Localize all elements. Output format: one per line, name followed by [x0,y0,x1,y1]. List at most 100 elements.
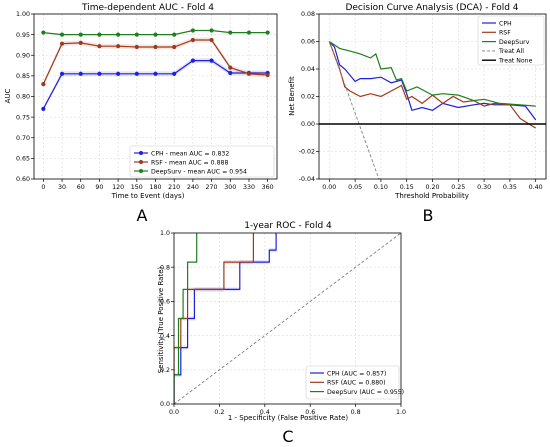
x-tick-label: 240 [187,184,199,191]
y-tick-label: 0.6 [160,299,170,306]
legend-box [129,145,275,178]
auc-chart-ylabel: AUC [4,88,12,103]
x-tick-label: 0.05 [348,184,362,191]
auc-chart: Time-dependent AUC - Fold 4 AUC Time to … [4,3,278,200]
rsf-point [116,44,121,49]
dca-chart-ylabel: Net Benefit [288,76,296,116]
cph-point [134,71,139,76]
legend-marker [139,169,143,173]
rsf-point [228,65,233,70]
deepsurv-line [174,233,198,404]
legend-label: CPH - mean AUC = 0.832 [151,150,229,157]
panel-label-c: C [282,427,293,446]
deepsurv-point [153,32,158,37]
x-tick-label: 180 [149,184,161,191]
legend-label: Treat None [498,58,533,65]
deepsurv-point [265,30,270,35]
rsf-point [97,44,102,49]
x-tick-label: 0.2 [214,409,224,416]
x-tick-label: 0.10 [374,184,388,191]
plot-frame [33,13,278,180]
x-tick-label: 360 [262,184,274,191]
rsf-point [59,41,65,46]
legend-box [305,365,400,400]
roc-chart-ylabel: Sensitivity (True Positive Rate) [157,266,165,373]
roc-chart: 1-year ROC - Fold 4 Sensitivity (True Po… [157,221,406,422]
y-tick-label: 0.8 [160,264,170,271]
legend-label: DeepSurv [499,39,530,46]
x-tick-label: 0.40 [529,184,543,191]
y-tick-label: 0.70 [16,135,30,142]
cph-point [153,71,158,76]
dca-chart-title: Decision Curve Analysis (DCA) - Fold 4 [345,3,518,13]
auc-chart-title: Time-dependent AUC - Fold 4 [81,3,214,13]
x-tick-label: 0.15 [400,184,414,191]
rsf-point [265,72,270,78]
y-tick-label: 0.4 [160,333,170,340]
x-tick-label: 0.00 [322,184,336,191]
y-tick-label: 0.2 [160,367,170,374]
cph-line [328,41,537,121]
diagonal-line [174,233,401,404]
panel-label-a: A [137,206,148,225]
y-tick-label: 0.85 [16,73,30,80]
y-tick-label: 0.75 [16,114,30,121]
rsf-point [172,44,177,50]
legend-label: DeepSurv (AUC = 0.955) [327,389,404,396]
x-tick-label: 300 [224,184,236,191]
deepsurv-point [97,32,102,37]
y-tick-label: 1.00 [16,11,30,18]
x-tick-label: 0.8 [351,409,361,416]
deepsurv-point [116,32,121,37]
plot-frame [318,13,547,180]
y-tick-label: 0.0 [160,401,170,408]
cph-point [59,71,65,76]
deepsurv-point [246,30,252,35]
x-tick-label: 0 [41,184,45,191]
x-tick-label: 30 [58,184,66,191]
x-tick-label: 90 [95,184,103,191]
rsf-point [78,40,83,45]
deepsurv-point [172,32,177,37]
legend-label: RSF (AUC = 0.880) [327,380,386,387]
plot-area [319,41,546,179]
rsf-line [328,41,537,129]
roc-chart-title: 1-year ROC - Fold 4 [244,221,332,231]
auc-chart-xlabel: Time to Event (days) [111,192,185,200]
legend-label: RSF [499,30,511,37]
rsf-point [134,44,139,50]
y-tick-label: 0.90 [16,52,30,59]
x-tick-label: 120 [112,184,124,191]
y-tick-label: 0.60 [16,176,30,183]
y-tick-label: 0.02 [301,94,315,101]
x-tick-label: 0.35 [503,184,517,191]
cph-point [41,106,46,111]
roc-chart-xlabel: 1 - Specificity (False Positive Rate) [228,414,349,422]
x-tick-label: 0.0 [169,409,179,416]
legend-marker [139,151,143,155]
deepsurv-line [328,41,536,107]
legend-box [477,15,545,66]
legend-label: CPH [499,20,512,27]
series-band [43,58,268,112]
dca-chart: Decision Curve Analysis (DCA) - Fold 4 N… [288,3,547,200]
deepsurv-point [228,30,233,35]
rsf-point [209,37,214,43]
dca-chart-xlabel: Threshold Probability [394,192,469,200]
treat-all-line [328,41,380,179]
rsf-line [174,233,254,404]
x-tick-label: 0.20 [425,184,439,191]
legend-label: RSF - mean AUC = 0.888 [151,159,228,166]
y-tick-label: -0.04 [299,176,315,183]
x-tick-label: 0.30 [477,184,491,191]
y-tick-label: 0.00 [301,121,315,128]
x-tick-label: 270 [206,184,218,191]
cph-line [174,233,277,404]
plot-frame [173,232,402,405]
cph-point [209,58,214,63]
deepsurv-point [190,28,195,33]
plot-area [41,28,270,112]
x-tick-label: 0.25 [451,184,465,191]
rsf-point [246,71,252,76]
y-tick-label: 0.04 [301,66,315,73]
